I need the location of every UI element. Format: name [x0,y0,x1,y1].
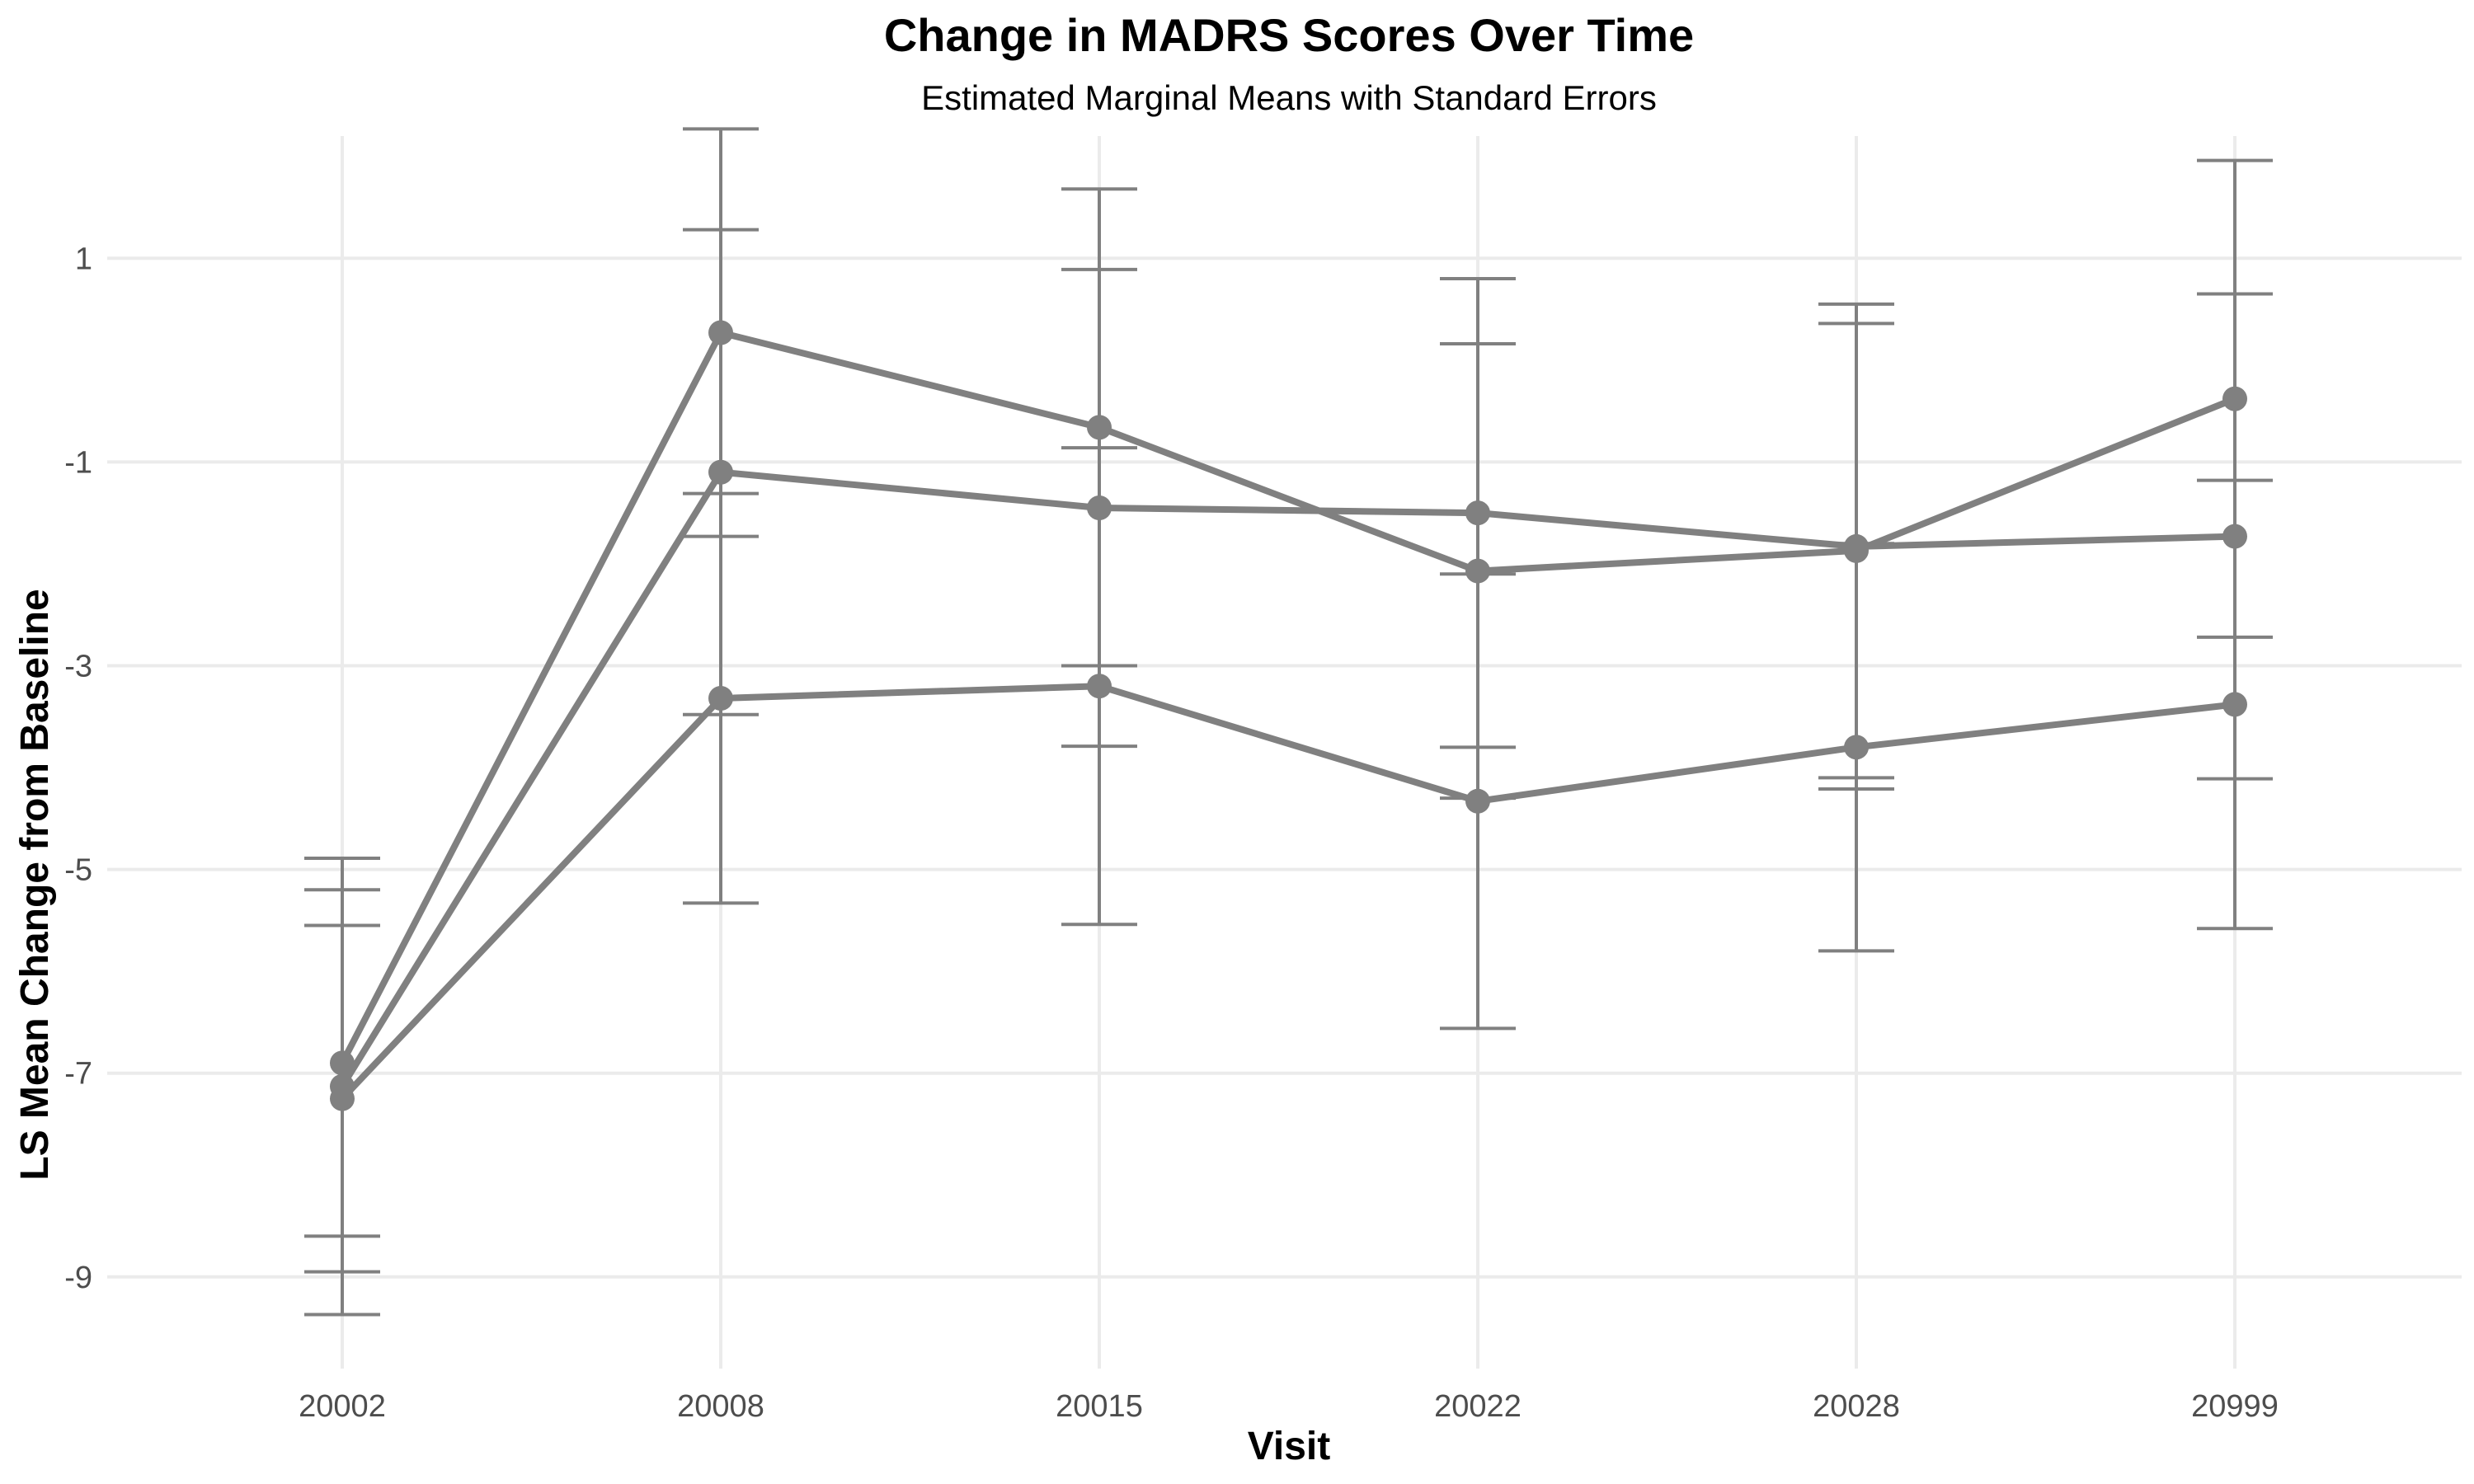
grid-layer [107,136,2462,1369]
series-points-2 [330,459,2247,1099]
x-tick-label: 20002 [299,1389,386,1424]
series-layer [304,127,2273,1317]
y-tick-label: -5 [64,853,92,888]
data-point [1844,533,1869,559]
data-point [1844,735,1869,760]
x-axis-title: Visit [1248,1425,1331,1468]
x-tick-label: 20999 [2191,1389,2279,1424]
y-tick-label: -1 [64,445,92,480]
data-point [1087,415,1112,440]
x-tick-label: 20008 [677,1389,764,1424]
series-errorbars-2 [304,228,2273,1317]
chart-title: Change in MADRS Scores Over Time [884,9,1694,61]
data-point [708,320,733,345]
y-axis-ticks: 1 -1 -3 -5 -7 -9 [64,242,92,1295]
x-axis-ticks: 20002 20008 20015 20022 20028 20999 [299,1389,2279,1424]
chart-subtitle: Estimated Marginal Means with Standard E… [921,78,1657,117]
data-point [1465,500,1490,526]
x-tick-label: 20015 [1056,1389,1143,1424]
data-point [1087,674,1112,699]
y-tick-label: 1 [75,242,92,276]
data-point [1465,788,1490,814]
y-tick-label: -3 [64,649,92,683]
series-points-3 [330,674,2247,1111]
data-point [330,1050,355,1076]
x-tick-label: 20028 [1813,1389,1900,1424]
data-point [1087,495,1112,520]
data-point [2222,524,2247,549]
y-tick-label: -9 [64,1261,92,1295]
data-point [708,459,733,485]
series-line-1 [339,329,2238,1067]
data-point [708,686,733,711]
data-point [330,1086,355,1111]
series-points-1 [330,320,2247,1076]
data-point [2222,692,2247,717]
data-point [2222,386,2247,411]
series-line-3 [339,683,2238,1102]
data-point [1465,558,1490,584]
y-tick-label: -7 [64,1057,92,1092]
x-tick-label: 20022 [1434,1389,1522,1424]
series-errorbars-1 [304,127,2273,1238]
y-axis-title: LS Mean Change from Baseline [13,589,57,1181]
series-line-2 [339,468,2238,1090]
